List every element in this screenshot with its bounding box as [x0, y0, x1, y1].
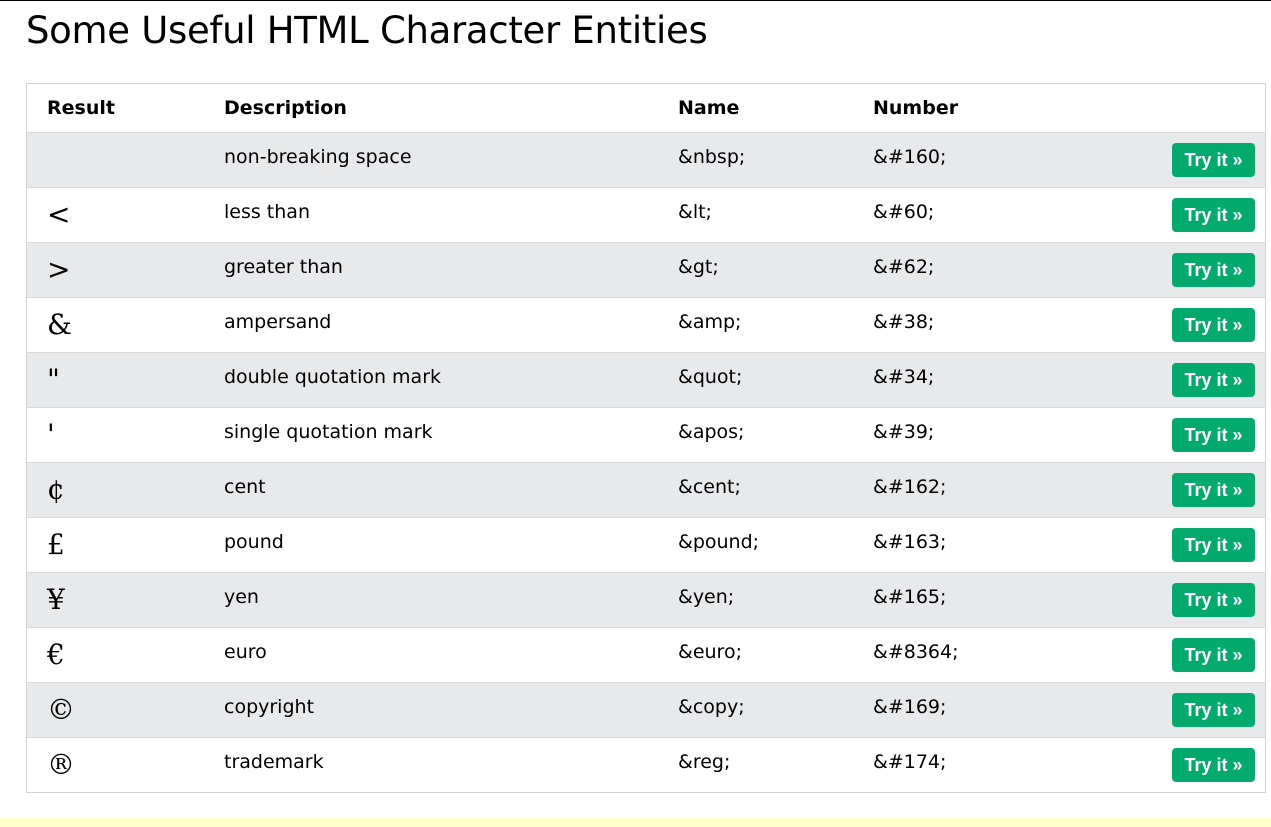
header-result: Result [47, 97, 115, 119]
entity-number: &#165; [873, 586, 947, 608]
entity-description: pound [224, 531, 284, 553]
entity-description: less than [224, 201, 310, 223]
entity-number: &#38; [873, 311, 935, 333]
entity-description: ampersand [224, 311, 332, 333]
result-char: © [47, 693, 75, 726]
footer-strip [0, 818, 1271, 827]
table-header-row: Result Description Name Number [27, 84, 1265, 133]
entity-name: &quot; [678, 366, 743, 388]
table-row: ' single quotation mark &apos; &#39; Try… [27, 408, 1265, 463]
table-row: ¢ cent &cent; &#162; Try it » [27, 463, 1265, 518]
try-it-button[interactable]: Try it » [1172, 528, 1255, 562]
try-it-button[interactable]: Try it » [1172, 693, 1255, 727]
result-char: ' [47, 418, 55, 451]
table-row: > greater than &gt; &#62; Try it » [27, 243, 1265, 298]
result-char: ® [47, 748, 75, 781]
table-row: £ pound &pound; &#163; Try it » [27, 518, 1265, 573]
entity-number: &#62; [873, 256, 935, 278]
entity-description: yen [224, 586, 259, 608]
try-it-button[interactable]: Try it » [1172, 638, 1255, 672]
try-it-button[interactable]: Try it » [1172, 143, 1255, 177]
try-it-button[interactable]: Try it » [1172, 748, 1255, 782]
entity-number: &#163; [873, 531, 947, 553]
entity-number: &#8364; [873, 641, 959, 663]
entity-number: &#34; [873, 366, 935, 388]
table-row: ¥ yen &yen; &#165; Try it » [27, 573, 1265, 628]
entity-name: &lt; [678, 201, 712, 223]
result-char: ¥ [47, 583, 65, 616]
table-row: non-breaking space &nbsp; &#160; Try it … [27, 133, 1265, 188]
entity-name: &amp; [678, 311, 742, 333]
entity-table: Result Description Name Number non-break… [26, 83, 1266, 793]
entity-name: &gt; [678, 256, 719, 278]
top-divider [0, 0, 1271, 1]
table-row: < less than &lt; &#60; Try it » [27, 188, 1265, 243]
table-row: € euro &euro; &#8364; Try it » [27, 628, 1265, 683]
header-name: Name [678, 97, 740, 119]
entity-number: &#162; [873, 476, 947, 498]
entity-name: &apos; [678, 421, 745, 443]
entity-description: trademark [224, 751, 324, 773]
result-char: < [47, 198, 71, 231]
try-it-button[interactable]: Try it » [1172, 253, 1255, 287]
try-it-button[interactable]: Try it » [1172, 418, 1255, 452]
table-row: & ampersand &amp; &#38; Try it » [27, 298, 1265, 353]
entity-description: double quotation mark [224, 366, 442, 388]
entity-name: &copy; [678, 696, 745, 718]
entity-number: &#160; [873, 146, 947, 168]
entity-description: single quotation mark [224, 421, 433, 443]
page-title: Some Useful HTML Character Entities [26, 9, 708, 52]
entity-number: &#60; [873, 201, 935, 223]
entity-name: &yen; [678, 586, 735, 608]
result-char: & [47, 308, 72, 341]
entity-description: cent [224, 476, 266, 498]
result-char [47, 133, 217, 187]
table-row: " double quotation mark &quot; &#34; Try… [27, 353, 1265, 408]
entity-name: &cent; [678, 476, 741, 498]
entity-description: non-breaking space [224, 146, 412, 168]
header-description: Description [224, 97, 347, 119]
entity-number: &#174; [873, 751, 947, 773]
result-char: > [47, 253, 71, 286]
header-number: Number [873, 97, 959, 119]
result-char: ¢ [47, 473, 65, 506]
result-char: " [47, 363, 60, 396]
try-it-button[interactable]: Try it » [1172, 583, 1255, 617]
entity-number: &#169; [873, 696, 947, 718]
entity-description: euro [224, 641, 267, 663]
result-char: £ [47, 528, 65, 561]
try-it-button[interactable]: Try it » [1172, 473, 1255, 507]
entity-description: copyright [224, 696, 315, 718]
try-it-button[interactable]: Try it » [1172, 363, 1255, 397]
entity-description: greater than [224, 256, 343, 278]
entity-name: &reg; [678, 751, 731, 773]
try-it-button[interactable]: Try it » [1172, 308, 1255, 342]
result-char: € [47, 638, 65, 671]
entity-name: &nbsp; [678, 146, 746, 168]
try-it-button[interactable]: Try it » [1172, 198, 1255, 232]
entity-name: &euro; [678, 641, 742, 663]
table-row: © copyright &copy; &#169; Try it » [27, 683, 1265, 738]
entity-name: &pound; [678, 531, 760, 553]
entity-number: &#39; [873, 421, 935, 443]
table-row: ® trademark &reg; &#174; Try it » [27, 738, 1265, 792]
